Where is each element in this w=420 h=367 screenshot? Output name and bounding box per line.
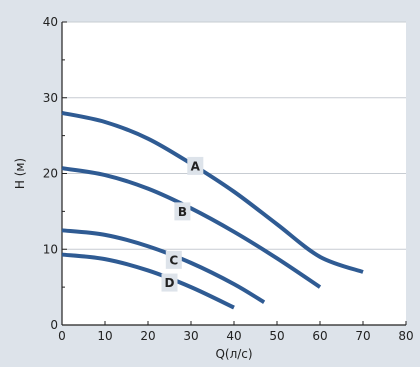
axes: 0 10 20 30 40 0 10 20 30 40 50 60 70 80 [43,15,414,343]
x-tick-label: 40 [226,329,241,343]
x-axis-label: Q(л/с) [215,347,252,361]
gridlines [62,21,406,250]
x-tick-label: 50 [269,329,284,343]
x-tick-label: 0 [58,329,66,343]
y-tick-label: 30 [43,91,58,105]
x-tick-label: 20 [140,329,155,343]
series-line-B [61,166,322,289]
y-tick-label: 0 [50,318,58,332]
series-label-box [174,202,191,221]
x-tick-label: 60 [312,329,327,343]
x-tick-label: 70 [355,329,370,343]
series-label-box [161,273,178,292]
series-label-C: C [169,253,178,267]
series-label-B: B [178,205,187,219]
series-label-box [187,156,204,175]
x-tick-label: 10 [97,329,112,343]
series-layer [61,110,364,310]
y-tick-label: 10 [43,242,58,256]
series-line-A [61,110,364,274]
y-tick-label: 40 [43,15,58,29]
series-line-D [61,252,235,310]
y-tick-label: 20 [43,167,58,181]
y-axis-label: H (м) [13,158,27,189]
series-label-A: A [191,159,201,173]
label-layer: A B CD [161,156,204,292]
x-tick-label: 30 [183,329,198,343]
series-label-D: D [165,276,175,290]
series-label-box [165,250,182,269]
x-tick-label: 80 [398,329,413,343]
